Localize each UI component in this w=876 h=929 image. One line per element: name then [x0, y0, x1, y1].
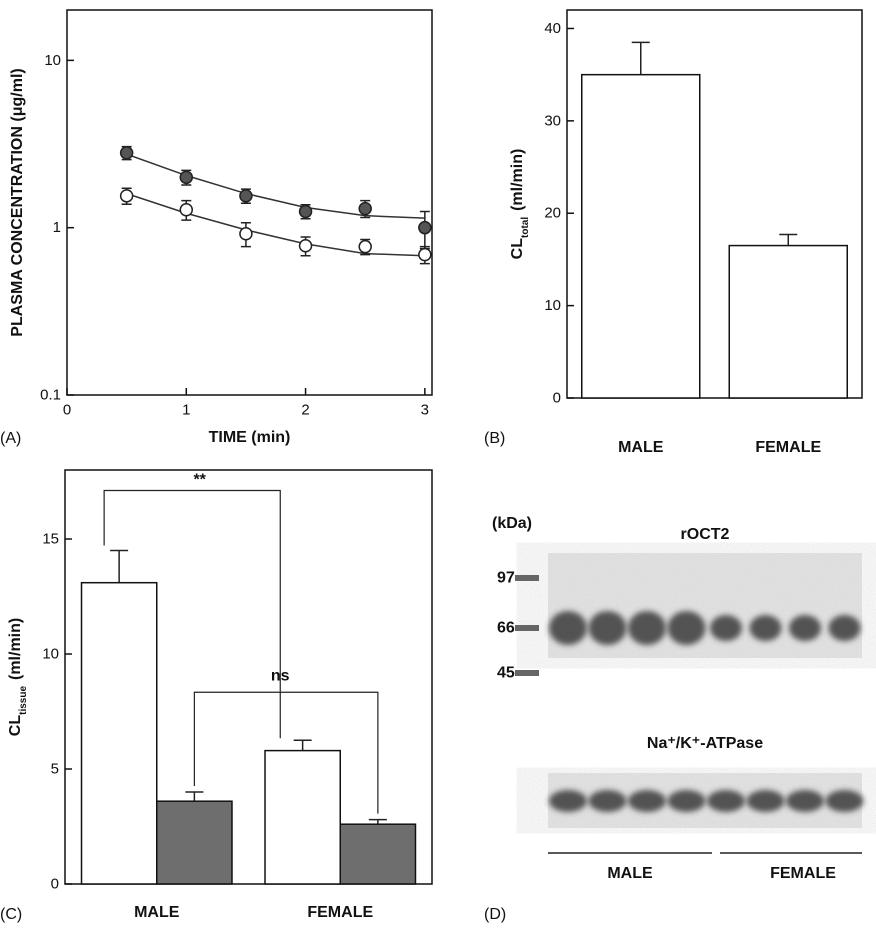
annotation: **	[193, 472, 206, 489]
x-tick-label: 3	[421, 402, 429, 419]
blot-unit: (kDa)	[492, 515, 532, 532]
bar	[340, 824, 415, 884]
error-bar	[110, 551, 128, 583]
band	[589, 611, 627, 645]
data-point	[240, 228, 252, 240]
x-tick-label: 2	[301, 402, 309, 419]
band	[549, 611, 587, 645]
y-axis-label-part: tissue	[18, 686, 29, 715]
bar	[157, 801, 232, 884]
data-point	[121, 147, 133, 159]
y-tick-label: 15	[42, 531, 59, 548]
blot-title: Na⁺/K⁺-ATPase	[647, 735, 763, 752]
y-tick-label: 20	[544, 205, 561, 222]
x-tick-label: 0	[63, 402, 71, 419]
x-axis-label: TIME (min)	[209, 429, 291, 446]
band	[549, 790, 587, 812]
marker-dash	[515, 670, 539, 676]
y-axis-label-part: total	[520, 217, 531, 238]
data-point	[419, 249, 431, 261]
band	[789, 615, 821, 641]
band	[826, 790, 864, 812]
y-tick-label: 10	[42, 646, 59, 663]
bar	[265, 751, 340, 884]
marker-label: 45	[497, 665, 515, 682]
fit-line	[127, 194, 425, 256]
x-tick-label: FEMALE	[307, 904, 373, 921]
y-axis-label-part: (ml/min)	[7, 618, 24, 680]
y-axis-label-part: (ml/min)	[509, 149, 526, 211]
y-axis-label: CLtissue (ml/min)	[7, 618, 29, 736]
group-label: MALE	[607, 865, 653, 882]
panel-label: (D)	[484, 906, 506, 923]
data-point	[419, 222, 431, 234]
y-tick-label: 0	[51, 876, 59, 893]
bar	[82, 583, 157, 884]
data-point	[300, 240, 312, 252]
error-bar	[779, 234, 797, 245]
data-point	[240, 190, 252, 202]
data-point	[359, 241, 371, 253]
y-tick-label: 0	[553, 390, 561, 407]
band	[710, 615, 742, 641]
data-point	[121, 190, 133, 202]
marker-label: 66	[497, 620, 515, 637]
band	[786, 790, 824, 812]
band	[668, 790, 706, 812]
panel-label: (B)	[484, 430, 505, 447]
annotation: ns	[271, 667, 290, 684]
y-axis-label-part: CL	[509, 238, 526, 260]
panel-label: (C)	[0, 906, 22, 923]
marker-dash	[515, 575, 539, 581]
y-tick-label: 5	[51, 761, 59, 778]
y-tick-label: 1	[53, 219, 61, 236]
band	[747, 790, 785, 812]
x-tick-label: MALE	[134, 904, 180, 921]
data-point	[180, 171, 192, 183]
blot-texture	[548, 553, 862, 658]
y-axis-label: CLtotal (ml/min)	[509, 149, 531, 260]
data-point	[180, 204, 192, 216]
x-tick-label: MALE	[618, 439, 664, 456]
y-tick-label: 30	[544, 112, 561, 129]
band	[707, 790, 745, 812]
band	[589, 790, 627, 812]
error-bar	[185, 792, 203, 801]
group-label: FEMALE	[770, 865, 836, 882]
bar	[729, 246, 847, 398]
band	[750, 615, 782, 641]
band	[829, 615, 861, 641]
marker-dash	[515, 625, 539, 631]
error-bar	[632, 42, 650, 74]
y-tick-label: 10	[544, 297, 561, 314]
x-tick-label: FEMALE	[755, 439, 821, 456]
y-tick-label: 0.1	[40, 387, 61, 404]
bar	[582, 75, 700, 398]
y-tick-label: 10	[44, 52, 61, 69]
band	[628, 790, 666, 812]
error-bar	[294, 740, 312, 750]
data-point	[300, 205, 312, 217]
western-blot: (kDa) rOCT2 Na⁺/K⁺-ATPase MALE FEMALE (D…	[484, 515, 864, 923]
y-tick-label: 40	[544, 20, 561, 37]
band	[668, 611, 706, 645]
x-tick-label: 1	[182, 402, 190, 419]
figure: (kDa) rOCT2 Na⁺/K⁺-ATPase MALE FEMALE (D…	[0, 0, 876, 929]
y-axis-label: PLASMA CONCENTRATION (μg/ml)	[9, 68, 26, 336]
data-point	[359, 203, 371, 215]
blot-title: rOCT2	[681, 526, 730, 543]
band	[628, 611, 666, 645]
y-axis-label-part: CL	[7, 715, 24, 737]
panel-label: (A)	[0, 430, 21, 447]
marker-label: 97	[497, 570, 515, 587]
